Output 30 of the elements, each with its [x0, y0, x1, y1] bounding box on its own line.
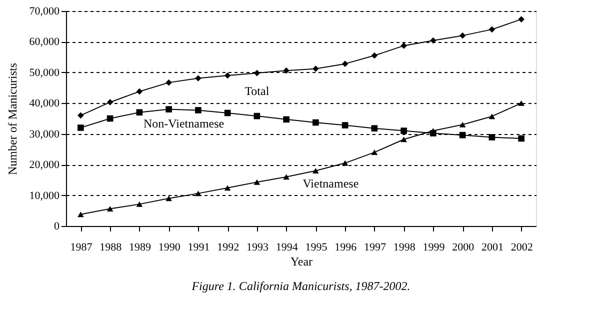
y-tick-label: 10,000: [29, 190, 60, 202]
y-tick-label: 0: [54, 220, 60, 232]
x-tick-label: 1990: [158, 242, 181, 254]
x-tick-label: 2002: [510, 242, 533, 254]
series-label: Vietnamese: [302, 176, 359, 191]
x-tick-label: 1997: [364, 242, 386, 254]
x-axis-title: Year: [290, 254, 313, 268]
x-tick-label: 1988: [100, 242, 122, 254]
x-tick-label: 1993: [246, 242, 269, 254]
y-tick-label: 20,000: [29, 159, 60, 172]
series-label: Non-Vietnamese: [144, 116, 224, 130]
x-tick-label: 1999: [422, 242, 446, 254]
x-tick-label: 1996: [334, 242, 358, 254]
x-tick-label: 1987: [70, 242, 93, 254]
y-tick-label: 30,000: [29, 128, 60, 140]
x-tick-label: 1991: [188, 242, 210, 254]
text: Figure 1. California Manicurists, 1987-2002.: [190, 279, 410, 293]
x-tick-label: 2000: [452, 242, 475, 254]
series-label: Total: [244, 84, 270, 98]
y-tick-label: 60,000: [29, 36, 60, 48]
x-tick-label: 1995: [305, 242, 328, 254]
x-tick-label: 1989: [128, 242, 152, 254]
x-tick-label: 2001: [481, 242, 504, 254]
y-tick-label: 70,000: [29, 6, 60, 18]
y-axis-title: Number of Manicurists: [5, 62, 20, 175]
x-tick-label: 1998: [393, 242, 416, 254]
y-tick-label: 40,000: [29, 98, 60, 110]
x-tick-label: 1992: [217, 242, 240, 254]
y-tick-label: 50,000: [29, 66, 60, 79]
x-tick-label: 1994: [276, 242, 298, 254]
